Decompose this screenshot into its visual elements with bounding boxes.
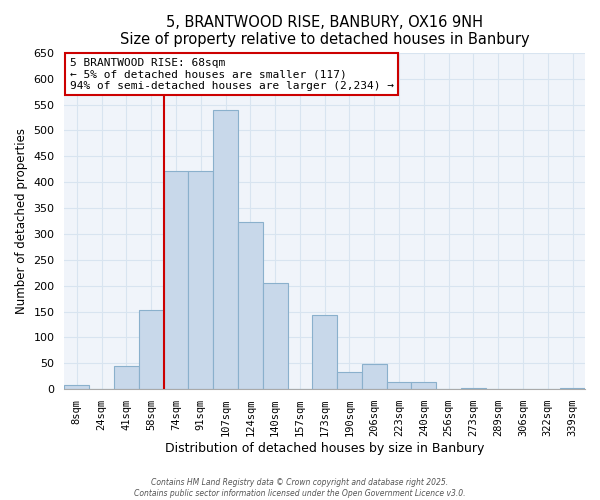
Bar: [238, 222, 263, 389]
Bar: [412, 382, 436, 389]
Bar: [560, 388, 585, 389]
Bar: [64, 385, 89, 389]
Title: 5, BRANTWOOD RISE, BANBURY, OX16 9NH
Size of property relative to detached house: 5, BRANTWOOD RISE, BANBURY, OX16 9NH Siz…: [120, 15, 530, 48]
Y-axis label: Number of detached properties: Number of detached properties: [15, 128, 28, 314]
Bar: [213, 110, 238, 389]
Bar: [164, 171, 188, 389]
Bar: [114, 366, 139, 389]
X-axis label: Distribution of detached houses by size in Banbury: Distribution of detached houses by size …: [165, 442, 484, 455]
Bar: [263, 283, 287, 389]
Text: 5 BRANTWOOD RISE: 68sqm
← 5% of detached houses are smaller (117)
94% of semi-de: 5 BRANTWOOD RISE: 68sqm ← 5% of detached…: [70, 58, 394, 91]
Bar: [313, 315, 337, 389]
Bar: [461, 388, 486, 389]
Bar: [188, 171, 213, 389]
Bar: [386, 382, 412, 389]
Bar: [139, 310, 164, 389]
Text: Contains HM Land Registry data © Crown copyright and database right 2025.
Contai: Contains HM Land Registry data © Crown c…: [134, 478, 466, 498]
Bar: [362, 364, 386, 389]
Bar: [337, 372, 362, 389]
